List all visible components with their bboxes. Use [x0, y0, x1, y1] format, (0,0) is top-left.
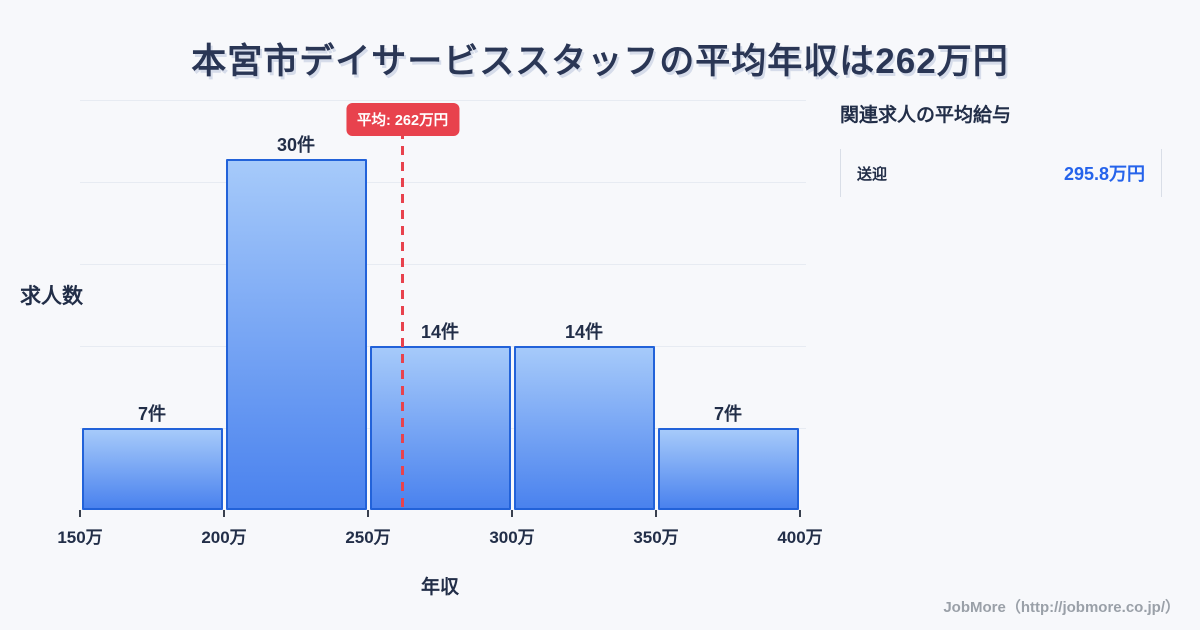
bar-count-label: 14件 — [564, 322, 604, 342]
histogram-bar — [81, 428, 223, 510]
histogram-bar — [225, 158, 367, 510]
page-title: 本宮市デイサービススタッフの平均年収は262万円 — [191, 42, 1009, 81]
x-axis-title: 年収 — [420, 577, 459, 598]
gridline — [80, 100, 806, 101]
related-job-row: 送迎 295.8万円 — [840, 149, 1162, 197]
x-axis-tick-label: 400万 — [777, 528, 823, 547]
x-axis-tick-label: 200万 — [201, 528, 247, 547]
mean-line — [401, 130, 405, 510]
x-axis-tick-label: 150万 — [57, 528, 103, 547]
related-job-name: 送迎 — [857, 165, 888, 183]
bar-count-label: 30件 — [276, 134, 316, 155]
x-axis-tick — [655, 510, 657, 517]
bar-count-label: 7件 — [713, 404, 742, 424]
bar-count-label: 14件 — [420, 322, 460, 342]
histogram-bar — [513, 346, 655, 510]
x-axis-tick — [223, 510, 225, 517]
x-axis-tick — [799, 510, 801, 517]
footer-credit: JobMore（http://jobmore.co.jp/） — [943, 599, 1180, 616]
x-axis-tick — [79, 510, 81, 517]
histogram-bar — [657, 428, 799, 510]
gridline — [80, 264, 806, 265]
x-axis-tick-label: 300万 — [489, 528, 535, 547]
gridline — [80, 182, 806, 183]
y-axis-title: 求人数 — [20, 285, 83, 308]
x-axis-tick — [511, 510, 513, 517]
x-axis-tick — [367, 510, 369, 517]
bar-count-label: 7件 — [137, 404, 166, 424]
mean-badge: 平均: 262万円 — [346, 103, 460, 136]
histogram-bar — [369, 346, 511, 510]
x-axis-tick-label: 250万 — [345, 528, 391, 547]
related-jobs-heading: 関連求人の平均給与 — [840, 105, 1012, 126]
related-jobs-panel: 関連求人の平均給与 送迎 295.8万円 — [840, 100, 1162, 197]
x-axis-tick-label: 350万 — [633, 528, 679, 547]
related-job-salary: 295.8万円 — [1063, 164, 1145, 184]
